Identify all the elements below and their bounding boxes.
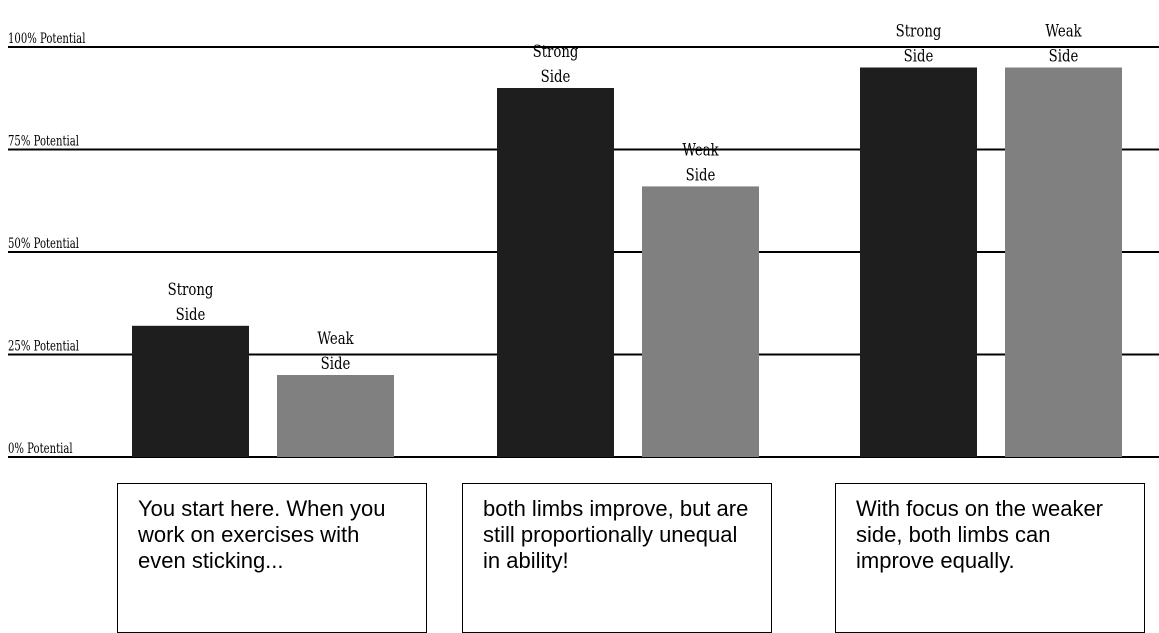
bar-label: Side (321, 353, 351, 373)
y-tick-label: 25% Potential (8, 338, 79, 354)
bar-label: Side (1049, 46, 1079, 66)
bar-label: Strong (168, 279, 214, 299)
note-box-improve: both limbs improve, but are still propor… (462, 483, 772, 633)
note-box-equal: With focus on the weaker side, both limb… (835, 483, 1145, 633)
bar-strong (860, 67, 977, 457)
bar-weak (1005, 67, 1122, 457)
bar-weak (277, 375, 394, 457)
y-axis-labels: 0% Potential 25% Potential 50% Potential 75… (8, 30, 85, 456)
note-box-start: You start here. When you work on exercis… (117, 483, 427, 633)
bar-label: Weak (682, 140, 719, 160)
note-text-start: You start here. When you work on exercis… (138, 496, 386, 573)
y-tick-label: 50% Potential (8, 235, 79, 251)
note-text-equal: With focus on the weaker side, both limb… (856, 496, 1104, 573)
y-tick-label: 75% Potential (8, 133, 79, 149)
bar-label: Strong (533, 41, 579, 61)
note-text-improve: both limbs improve, but are still propor… (483, 496, 749, 573)
bar-label: Weak (1045, 21, 1082, 41)
bar-label: Side (686, 165, 716, 185)
bar-strong (132, 325, 249, 457)
bar-strong (497, 88, 614, 457)
bars (132, 67, 1122, 457)
bar-labels: Strong Side Weak Side Strong Side Weak Side Stro… (168, 21, 1083, 374)
y-tick-label: 0% Potential (8, 440, 73, 456)
bar-label: Side (904, 46, 934, 66)
bar-label: Side (176, 304, 206, 324)
bar-label: Weak (317, 328, 354, 348)
bar-weak (642, 186, 759, 457)
y-tick-label: 100% Potential (8, 30, 85, 46)
bar-label: Strong (896, 21, 942, 41)
bar-label: Side (541, 66, 571, 86)
